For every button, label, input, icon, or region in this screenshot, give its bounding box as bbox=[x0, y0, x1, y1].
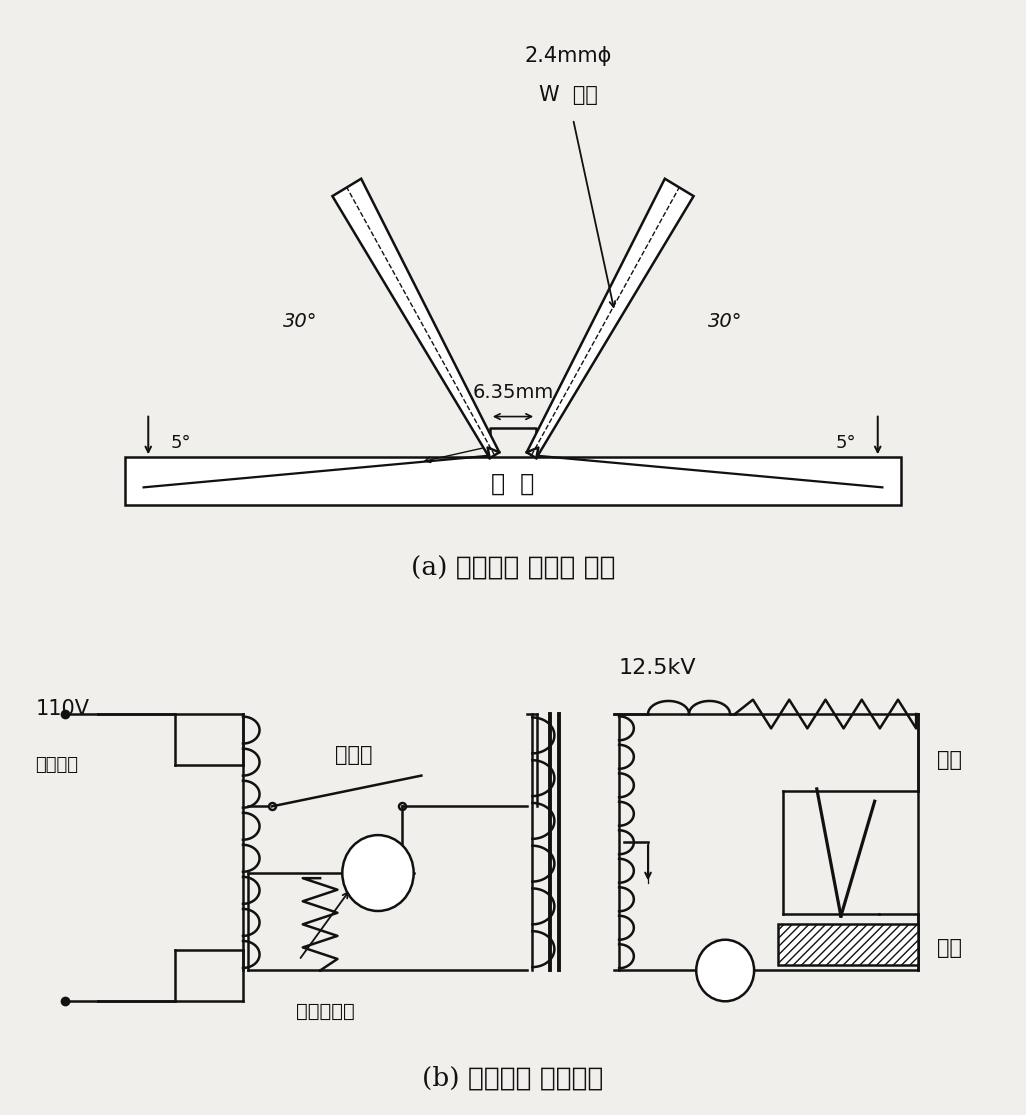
Text: 30°: 30° bbox=[708, 312, 743, 331]
Text: 5°: 5° bbox=[835, 434, 856, 452]
Polygon shape bbox=[332, 178, 500, 458]
Text: 5°: 5° bbox=[170, 434, 191, 452]
Text: W  전극: W 전극 bbox=[539, 85, 598, 105]
Text: 110V: 110V bbox=[36, 699, 89, 719]
Circle shape bbox=[697, 940, 754, 1001]
Text: 6.35mm: 6.35mm bbox=[472, 382, 554, 401]
Text: 30°: 30° bbox=[283, 312, 318, 331]
Text: 상용주파: 상용주파 bbox=[36, 756, 79, 774]
Text: 전류제한기: 전류제한기 bbox=[295, 1002, 354, 1021]
Text: 전극: 전극 bbox=[938, 750, 962, 770]
Text: 2.4mmϕ: 2.4mmϕ bbox=[524, 46, 613, 66]
Circle shape bbox=[343, 835, 413, 911]
Text: 시료: 시료 bbox=[938, 938, 962, 958]
Text: (b) 내아크성 실험회로: (b) 내아크성 실험회로 bbox=[423, 1066, 603, 1090]
Text: (a) 내아크성 실험용 전극: (a) 내아크성 실험용 전극 bbox=[410, 555, 616, 581]
Bar bbox=[125, 457, 901, 505]
Bar bbox=[778, 924, 918, 966]
Text: A: A bbox=[718, 961, 732, 980]
Text: V: V bbox=[370, 863, 385, 883]
Polygon shape bbox=[526, 178, 694, 458]
Text: 단속기: 단속기 bbox=[336, 745, 372, 765]
Text: 12.5kV: 12.5kV bbox=[619, 658, 697, 678]
Text: 시  료: 시 료 bbox=[491, 473, 535, 496]
